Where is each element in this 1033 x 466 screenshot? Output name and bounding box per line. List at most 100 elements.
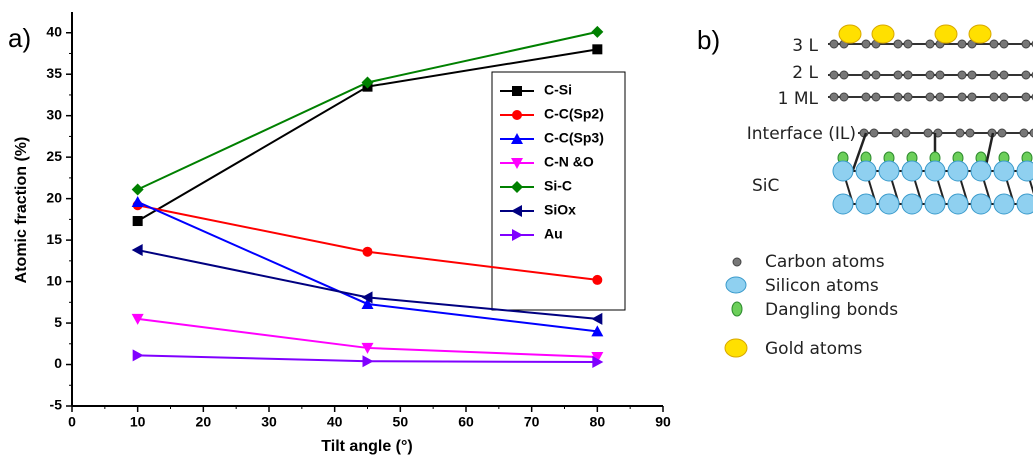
layer-label: Interface (IL): [747, 124, 856, 144]
carbon-atom: [903, 39, 913, 49]
x-axis-label: Tilt angle (°): [321, 438, 412, 455]
carbon-atom: [861, 39, 871, 49]
silicon-atom: [901, 160, 923, 182]
carbon-atom: [1021, 39, 1031, 49]
panel-label: a): [8, 23, 31, 53]
carbon-atom: [1029, 128, 1033, 138]
silicon-atom: [855, 193, 877, 215]
silicon-atom: [993, 160, 1015, 182]
carbon-atom: [955, 128, 965, 138]
marker: [592, 44, 603, 55]
carbon-atom: [989, 92, 999, 102]
marker: [131, 195, 144, 207]
marker: [511, 181, 523, 193]
y-tick-label: 30: [46, 106, 62, 122]
carbon-atom: [1019, 128, 1029, 138]
carbon-atom: [967, 70, 977, 80]
marker: [512, 86, 522, 96]
carbon-atom: [839, 70, 849, 80]
carbon-atom: [829, 92, 839, 102]
legend-text: Gold atoms: [765, 339, 863, 359]
legend-icon: [724, 338, 748, 358]
marker: [592, 274, 603, 285]
marker: [591, 352, 604, 364]
legend-text: Dangling bonds: [765, 300, 898, 320]
silicon-atom: [901, 193, 923, 215]
marker: [591, 312, 603, 325]
carbon-atom: [965, 128, 975, 138]
carbon-atom: [935, 70, 945, 80]
marker: [131, 313, 144, 325]
carbon-atom: [957, 70, 967, 80]
panel-label: b): [697, 25, 720, 55]
marker: [362, 355, 374, 368]
legend-icon: [731, 301, 743, 317]
layer-label: 1 ML: [778, 89, 819, 109]
legend-label: Si-C: [544, 178, 572, 194]
x-tick-label: 90: [655, 414, 671, 430]
legend-label: Au: [544, 226, 563, 242]
substrate-label: SiC: [752, 176, 779, 196]
carbon-atom: [925, 39, 935, 49]
gold-atom: [968, 24, 992, 44]
gold-atom: [934, 24, 958, 44]
y-tick-label: 0: [54, 355, 62, 371]
carbon-atom: [861, 92, 871, 102]
carbon-atom: [893, 92, 903, 102]
carbon-atom: [891, 128, 901, 138]
carbon-atom: [1021, 92, 1031, 102]
marker: [511, 205, 522, 217]
silicon-atom: [970, 160, 992, 182]
marker: [131, 244, 143, 257]
silicon-atom: [878, 193, 900, 215]
marker: [361, 76, 374, 89]
y-tick-label: 35: [46, 65, 62, 81]
carbon-atom: [893, 70, 903, 80]
carbon-atom: [997, 128, 1007, 138]
y-tick-label: 25: [46, 148, 62, 164]
marker: [592, 356, 604, 369]
x-tick-label: 80: [590, 414, 606, 430]
carbon-atom: [999, 92, 1009, 102]
silicon-atom: [832, 193, 854, 215]
marker: [132, 216, 143, 227]
carbon-atom: [901, 128, 911, 138]
silicon-atom: [947, 160, 969, 182]
x-tick-label: 60: [458, 414, 474, 430]
layer-label: 3 L: [792, 36, 818, 56]
x-tick-label: 20: [196, 414, 212, 430]
carbon-atom: [923, 128, 933, 138]
gold-atom: [871, 24, 895, 44]
carbon-atom: [925, 92, 935, 102]
x-tick-label: 50: [393, 414, 409, 430]
carbon-atom: [893, 39, 903, 49]
legend-icon: [725, 276, 747, 294]
y-axis-label: Atomic fraction (%): [13, 137, 30, 284]
carbon-atom: [869, 128, 879, 138]
legend-text: Silicon atoms: [765, 276, 879, 296]
marker: [511, 158, 523, 169]
carbon-atom: [935, 92, 945, 102]
carbon-atom: [999, 70, 1009, 80]
carbon-atom: [957, 92, 967, 102]
carbon-atom: [839, 92, 849, 102]
x-tick-label: 0: [68, 414, 76, 430]
carbon-atom: [967, 92, 977, 102]
silicon-atom: [924, 160, 946, 182]
carbon-atom: [999, 39, 1009, 49]
y-tick-label: 20: [46, 189, 62, 205]
legend-label: SiOx: [544, 202, 576, 218]
marker: [362, 246, 373, 257]
marker: [512, 110, 522, 120]
marker: [591, 325, 604, 337]
legend-icon: [732, 257, 742, 267]
silicon-atom: [878, 160, 900, 182]
carbon-atom: [871, 92, 881, 102]
carbon-atom: [903, 70, 913, 80]
marker: [361, 297, 374, 309]
gold-atom: [838, 24, 862, 44]
y-tick-label: -5: [50, 397, 63, 413]
carbon-atom: [871, 70, 881, 80]
marker: [591, 25, 604, 38]
